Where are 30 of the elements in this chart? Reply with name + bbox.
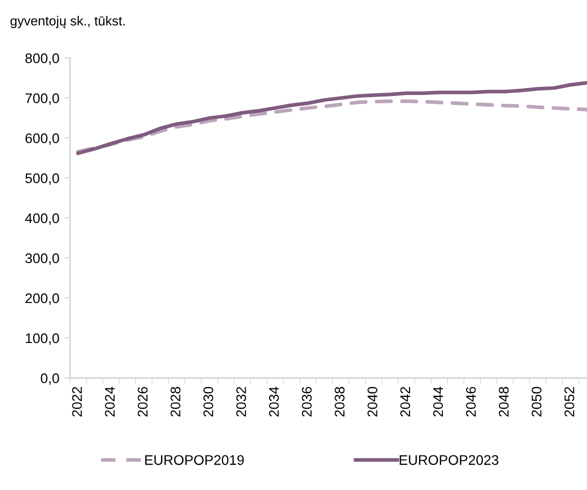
y-tick-label: 700,0 xyxy=(26,93,60,105)
y-tick-label: 400,0 xyxy=(25,213,60,225)
x-tick-label: 2036 xyxy=(302,386,312,417)
line-series xyxy=(76,80,587,156)
x-tick-label: 2034 xyxy=(269,386,279,417)
x-tick-label: 2026 xyxy=(138,386,148,417)
x-tick-label: 2042 xyxy=(400,387,410,417)
x-tick-label: 2038 xyxy=(334,386,345,417)
line-series xyxy=(76,99,587,154)
y-tick-label: 600,0 xyxy=(26,133,60,145)
x-tick-label: 2030 xyxy=(203,386,214,417)
x-tick-label: 2024 xyxy=(104,386,115,417)
x-tick-label: 2032 xyxy=(236,387,246,417)
legend-label: EUROPOP2019 xyxy=(145,455,244,465)
x-tick-label: 2040 xyxy=(368,386,378,417)
x-tick-label: 2044 xyxy=(433,386,444,417)
y-tick-label: 0,0 xyxy=(40,373,60,385)
y-tick-label: 100,0 xyxy=(26,333,60,345)
x-tick-label: 2028 xyxy=(170,386,180,417)
y-tick-label: 200,0 xyxy=(26,293,60,305)
y-tick-label: 500,0 xyxy=(25,173,60,185)
x-tick-label: 2048 xyxy=(498,386,509,417)
y-axis-title: gyventojų sk., tūkst. xyxy=(10,16,125,28)
x-tick-label: 2052 xyxy=(564,387,574,417)
legend-label: EUROPOP2023 xyxy=(400,455,498,465)
x-tick-label: 2022 xyxy=(72,387,82,417)
x-tick-label: 2046 xyxy=(466,386,476,417)
y-tick-label: 300,0 xyxy=(25,253,60,265)
x-tick-label: 2050 xyxy=(532,386,542,417)
y-tick-label: 800,0 xyxy=(25,53,60,65)
